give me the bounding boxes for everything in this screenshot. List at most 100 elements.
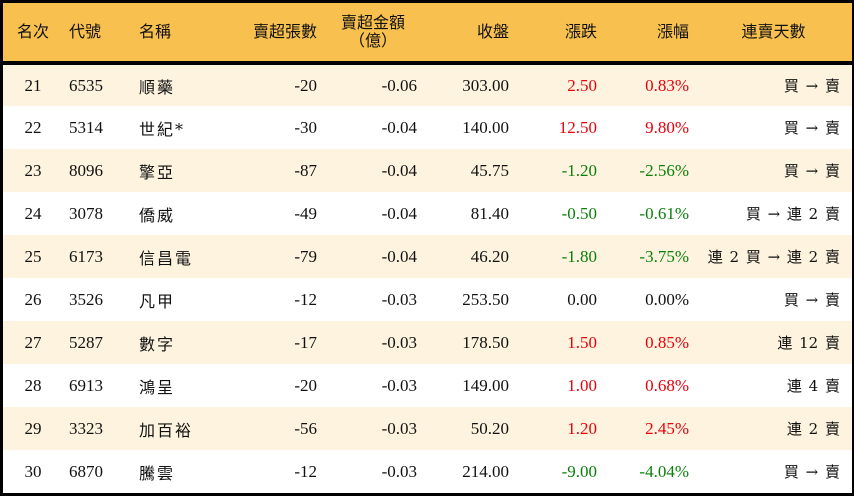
header-net-sell-shares: 賣超張數: [223, 3, 323, 65]
cell-change: -9.00: [561, 461, 597, 481]
cell-change: 1.20: [567, 418, 597, 438]
cell-close: 140.00: [462, 117, 509, 137]
table-row: 24 3078 僑威 -49 -0.04 81.40 -0.50 -0.61% …: [3, 192, 852, 235]
cell-change-pct: 2.45%: [645, 418, 689, 438]
cell-code: 5314: [69, 117, 103, 137]
cell-code: 6535: [69, 75, 103, 95]
header-streak: 連賣天數: [695, 3, 852, 65]
cell-streak: 連 2 買 → 連 2 賣: [707, 248, 840, 266]
header-change-pct: 漲幅: [603, 3, 695, 65]
cell-net-sell-shares: -56: [294, 418, 317, 438]
cell-change-pct: 0.83%: [645, 75, 689, 95]
cell-net-sell-amount: -0.03: [381, 332, 417, 352]
cell-net-sell-amount: -0.06: [381, 75, 417, 95]
cell-net-sell-shares: -20: [294, 375, 317, 395]
cell-net-sell-shares: -49: [294, 203, 317, 223]
cell-name: 僑威: [139, 205, 176, 225]
cell-code: 6173: [69, 246, 103, 266]
header-close: 收盤: [423, 3, 515, 65]
table-row: 29 3323 加百裕 -56 -0.03 50.20 1.20 2.45% 連…: [3, 407, 852, 450]
cell-net-sell-shares: -79: [294, 246, 317, 266]
header-net-sell-amount-line1: 賣超金額: [340, 13, 405, 32]
cell-change: 1.50: [567, 332, 597, 352]
cell-rank: 23: [24, 160, 42, 180]
cell-name: 擎亞: [139, 162, 176, 182]
cell-code: 3323: [69, 418, 103, 438]
cell-change: 0.00: [567, 289, 597, 309]
cell-name: 世紀*: [139, 119, 186, 139]
cell-streak: 買 → 連 2 賣: [745, 205, 840, 223]
cell-net-sell-shares: -12: [294, 289, 317, 309]
cell-rank: 30: [24, 461, 42, 481]
table-header-row: 名次 代號 名稱 賣超張數 賣超金額 （億） 收盤 漲跌 漲幅 連賣天數: [3, 3, 852, 65]
header-name: 名稱: [133, 3, 223, 65]
cell-rank: 29: [24, 418, 42, 438]
table-row: 26 3526 凡甲 -12 -0.03 253.50 0.00 0.00% 買…: [3, 278, 852, 321]
cell-change-pct: 9.80%: [645, 117, 689, 137]
cell-net-sell-amount: -0.03: [381, 418, 417, 438]
cell-streak: 買 → 賣: [783, 291, 840, 309]
cell-rank: 21: [24, 75, 42, 95]
cell-streak: 連 4 賣: [786, 377, 840, 395]
table-row: 30 6870 騰雲 -12 -0.03 214.00 -9.00 -4.04%…: [3, 450, 852, 493]
cell-close: 214.00: [462, 461, 509, 481]
cell-change: 2.50: [567, 75, 597, 95]
cell-streak: 買 → 賣: [783, 463, 840, 481]
cell-change-pct: 0.85%: [645, 332, 689, 352]
cell-close: 149.00: [462, 375, 509, 395]
cell-net-sell-amount: -0.04: [381, 117, 417, 137]
header-rank: 名次: [3, 3, 63, 65]
cell-streak: 買 → 賣: [783, 119, 840, 137]
cell-code: 6870: [69, 461, 103, 481]
header-code: 代號: [63, 3, 133, 65]
table-row: 28 6913 鴻呈 -20 -0.03 149.00 1.00 0.68% 連…: [3, 364, 852, 407]
cell-name: 騰雲: [139, 463, 176, 483]
table-row: 25 6173 信昌電 -79 -0.04 46.20 -1.80 -3.75%…: [3, 235, 852, 278]
cell-rank: 27: [24, 332, 42, 352]
cell-close: 178.50: [462, 332, 509, 352]
header-net-sell-amount-line2: （億）: [348, 31, 397, 50]
cell-net-sell-amount: -0.04: [381, 160, 417, 180]
cell-streak: 連 12 賣: [777, 334, 840, 352]
cell-close: 45.75: [470, 160, 509, 180]
cell-name: 順藥: [139, 77, 176, 97]
cell-net-sell-shares: -87: [294, 160, 317, 180]
cell-code: 5287: [69, 332, 103, 352]
cell-close: 253.50: [462, 289, 509, 309]
cell-change-pct: -4.04%: [639, 461, 689, 481]
cell-name: 信昌電: [139, 248, 194, 268]
cell-rank: 25: [24, 246, 42, 266]
cell-name: 鴻呈: [139, 377, 176, 397]
cell-change: -1.80: [561, 246, 597, 266]
header-net-sell-amount: 賣超金額 （億）: [323, 3, 423, 65]
cell-close: 50.20: [470, 418, 509, 438]
cell-streak: 買 → 賣: [783, 162, 840, 180]
cell-code: 3526: [69, 289, 103, 309]
cell-net-sell-amount: -0.04: [381, 203, 417, 223]
table-row: 23 8096 擎亞 -87 -0.04 45.75 -1.20 -2.56% …: [3, 149, 852, 192]
cell-change: 12.50: [558, 117, 597, 137]
cell-name: 凡甲: [139, 291, 176, 311]
cell-close: 303.00: [462, 75, 509, 95]
header-change: 漲跌: [515, 3, 603, 65]
cell-streak: 買 → 賣: [783, 77, 840, 95]
cell-rank: 28: [24, 375, 42, 395]
cell-streak: 連 2 賣: [786, 420, 840, 438]
cell-change-pct: -3.75%: [639, 246, 689, 266]
cell-change-pct: -2.56%: [639, 160, 689, 180]
cell-name: 數字: [139, 334, 176, 354]
cell-change: -0.50: [561, 203, 597, 223]
cell-code: 8096: [69, 160, 103, 180]
net-sell-ranking-table: 名次 代號 名稱 賣超張數 賣超金額 （億） 收盤 漲跌 漲幅 連賣天數 21 …: [3, 3, 852, 493]
cell-net-sell-amount: -0.04: [381, 246, 417, 266]
cell-net-sell-amount: -0.03: [381, 289, 417, 309]
table-row: 27 5287 數字 -17 -0.03 178.50 1.50 0.85% 連…: [3, 321, 852, 364]
cell-change-pct: 0.68%: [645, 375, 689, 395]
cell-rank: 22: [24, 117, 42, 137]
cell-net-sell-shares: -30: [294, 117, 317, 137]
cell-change: 1.00: [567, 375, 597, 395]
cell-change-pct: 0.00%: [645, 289, 689, 309]
cell-change-pct: -0.61%: [639, 203, 689, 223]
cell-code: 6913: [69, 375, 103, 395]
